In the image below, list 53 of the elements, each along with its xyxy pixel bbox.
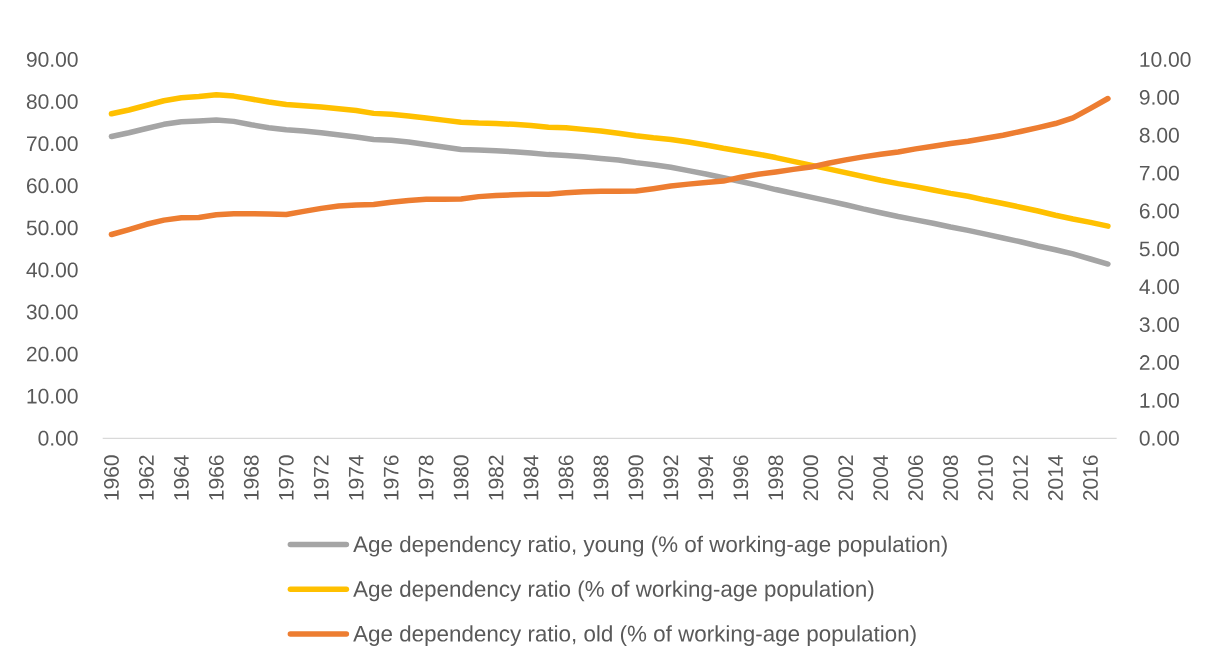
y2-tick-label: 4.00: [1139, 279, 1179, 295]
x-tick-label: 1998: [768, 455, 784, 500]
x-tick-label: 1982: [488, 455, 504, 500]
x-tick-label: 1992: [663, 455, 679, 500]
x-tick-label: 1972: [313, 455, 329, 500]
y2-tick-label: 0.00: [1139, 430, 1179, 446]
x-tick-label: 2000: [803, 455, 819, 501]
y2-tick-label: 2.00: [1139, 355, 1179, 370]
y-tick-label: 80.00: [26, 94, 78, 110]
x-tick-label: 1976: [383, 455, 399, 500]
x-tick-label: 1986: [558, 455, 574, 500]
x-tick-label: 2008: [943, 455, 959, 501]
x-tick-label: 2016: [1083, 455, 1098, 501]
y-tick-label: 30.00: [26, 304, 78, 320]
x-tick-label: 1996: [733, 455, 749, 500]
x-tick-label: 1966: [208, 455, 224, 500]
x-tick-label: 1968: [243, 455, 259, 500]
y-tick-label: 90.00: [26, 52, 78, 67]
x-tick-label: 2012: [1013, 455, 1028, 501]
y-tick-label: 20.00: [27, 346, 78, 362]
x-tick-label: 1978: [418, 455, 434, 500]
y-tick-label: 50.00: [26, 220, 78, 236]
y2-tick-label: 3.00: [1139, 317, 1179, 333]
x-tick-label: 1988: [593, 455, 609, 500]
x-tick-label: 2014: [1048, 455, 1063, 501]
x-tick-label: 1974: [348, 455, 364, 500]
x-tick-label: 2004: [873, 455, 889, 501]
y-tick-label: 10.00: [27, 388, 78, 404]
legend-label: Age dependency ratio, old (% of working-age population): [353, 625, 916, 647]
y2-tick-label: 10.00: [1140, 52, 1191, 67]
x-tick-label: 1970: [278, 455, 294, 500]
legend-label: Age dependency ratio (% of working-age population): [353, 580, 874, 602]
x-tick-label: 2006: [908, 455, 924, 501]
y2-tick-label: 9.00: [1139, 89, 1179, 105]
y2-tick-label: 7.00: [1139, 165, 1179, 181]
y-tick-label: 0.00: [38, 430, 78, 446]
x-tick-label: 1964: [173, 455, 189, 500]
y2-tick-label: 1.00: [1140, 392, 1179, 408]
legend-label: Age dependency ratio, young (% of working-age population): [353, 535, 947, 557]
x-tick-label: 1962: [138, 455, 154, 500]
x-tick-label: 2010: [978, 455, 993, 501]
x-tick-label: 1990: [628, 455, 644, 500]
y-tick-label: 70.00: [27, 136, 78, 152]
y-tick-label: 40.00: [26, 262, 78, 278]
y2-tick-label: 5.00: [1139, 241, 1179, 257]
x-tick-label: 1960: [104, 455, 119, 500]
x-tick-label: 1994: [698, 455, 714, 500]
y2-tick-label: 8.00: [1139, 127, 1179, 143]
y2-tick-label: 6.00: [1139, 203, 1179, 219]
x-tick-label: 1984: [523, 455, 539, 500]
y-tick-label: 60.00: [27, 178, 78, 194]
x-tick-label: 1980: [453, 455, 469, 500]
x-tick-label: 2002: [838, 455, 854, 501]
